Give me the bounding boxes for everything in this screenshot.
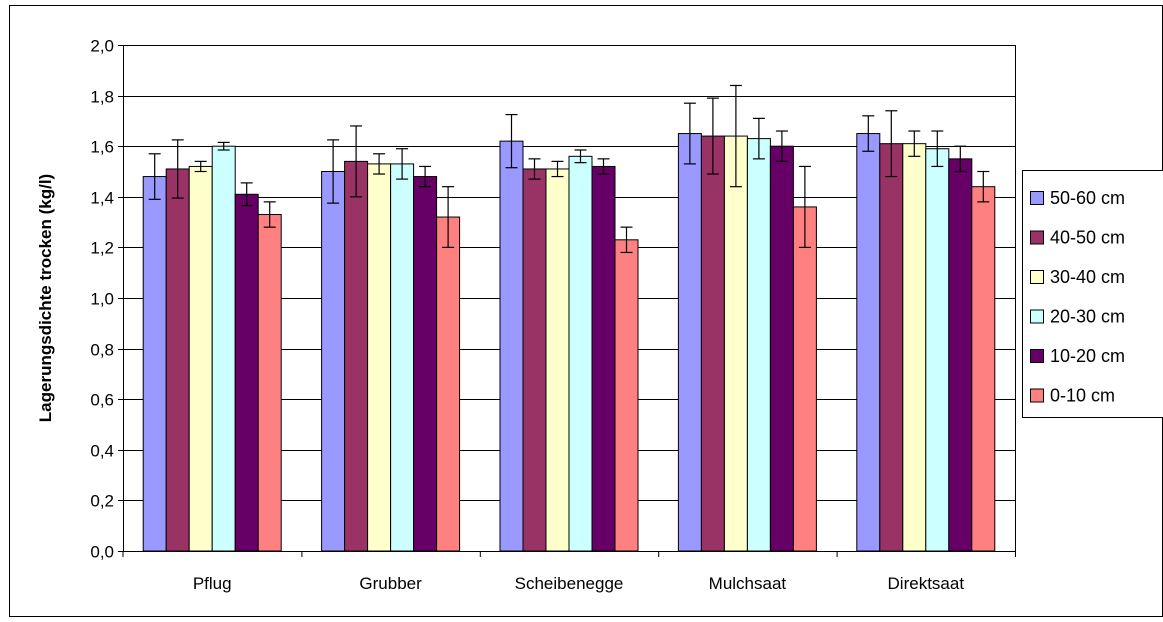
bar bbox=[522, 168, 547, 552]
bar bbox=[746, 138, 771, 552]
bar bbox=[971, 186, 996, 552]
y-tick-label: 1,8 bbox=[90, 88, 114, 107]
legend-swatch bbox=[1030, 230, 1044, 245]
legend-swatch bbox=[1030, 388, 1044, 403]
bar bbox=[188, 165, 213, 552]
bar bbox=[211, 145, 236, 552]
x-tick-label: Grubber bbox=[359, 574, 422, 593]
bar bbox=[614, 239, 639, 552]
legend-swatch bbox=[1030, 270, 1044, 284]
y-tick-label: 1,0 bbox=[90, 290, 114, 309]
legend-label: 30-40 cm bbox=[1050, 267, 1125, 287]
legend-swatch bbox=[1030, 349, 1044, 363]
bar bbox=[413, 176, 438, 552]
legend-label: 10-20 cm bbox=[1050, 346, 1125, 366]
legend-label: 40-50 cm bbox=[1050, 228, 1125, 248]
bar bbox=[879, 143, 904, 552]
x-tick-label: Direktsaat bbox=[888, 574, 965, 593]
x-tick-label: Mulchsaat bbox=[709, 574, 787, 593]
bar bbox=[856, 133, 881, 552]
y-tick-label: 0,6 bbox=[90, 391, 114, 410]
y-tick-label: 0,4 bbox=[90, 442, 114, 461]
bar bbox=[700, 135, 725, 552]
legend-swatch bbox=[1030, 191, 1044, 205]
x-tick-label: Scheibenegge bbox=[515, 574, 624, 593]
y-tick-label: 1,6 bbox=[90, 138, 114, 157]
bar bbox=[165, 168, 190, 552]
y-tick-label: 1,2 bbox=[90, 239, 114, 258]
legend-swatch bbox=[1030, 309, 1044, 324]
y-tick-label: 0,8 bbox=[90, 341, 114, 360]
bar bbox=[948, 158, 973, 552]
bar bbox=[321, 171, 346, 552]
bar bbox=[568, 155, 593, 552]
bar bbox=[390, 163, 415, 552]
y-tick-label: 1,4 bbox=[90, 189, 114, 208]
bar bbox=[367, 163, 392, 552]
bar bbox=[925, 148, 950, 552]
bar bbox=[677, 133, 702, 552]
y-tick-label: 2,0 bbox=[90, 37, 114, 56]
y-tick-label: 0,0 bbox=[90, 543, 114, 562]
bar bbox=[591, 165, 616, 552]
bar bbox=[902, 143, 927, 552]
bar bbox=[499, 140, 524, 552]
legend-label: 50-60 cm bbox=[1050, 188, 1125, 208]
bar bbox=[436, 216, 461, 552]
bar bbox=[792, 206, 817, 552]
bar bbox=[344, 160, 369, 552]
bar bbox=[142, 176, 167, 552]
bar bbox=[545, 168, 570, 552]
legend-box bbox=[1022, 170, 1163, 418]
y-axis-title: Lagerungsdichte trocken (kg/l) bbox=[36, 174, 55, 422]
bar bbox=[257, 214, 282, 552]
y-tick-label: 0,2 bbox=[90, 492, 114, 511]
bar bbox=[723, 135, 748, 552]
bar bbox=[234, 193, 259, 552]
bar bbox=[769, 145, 794, 552]
x-tick-label: Pflug bbox=[193, 574, 232, 593]
legend-label: 0-10 cm bbox=[1050, 386, 1115, 406]
legend-label: 20-30 cm bbox=[1050, 307, 1125, 327]
